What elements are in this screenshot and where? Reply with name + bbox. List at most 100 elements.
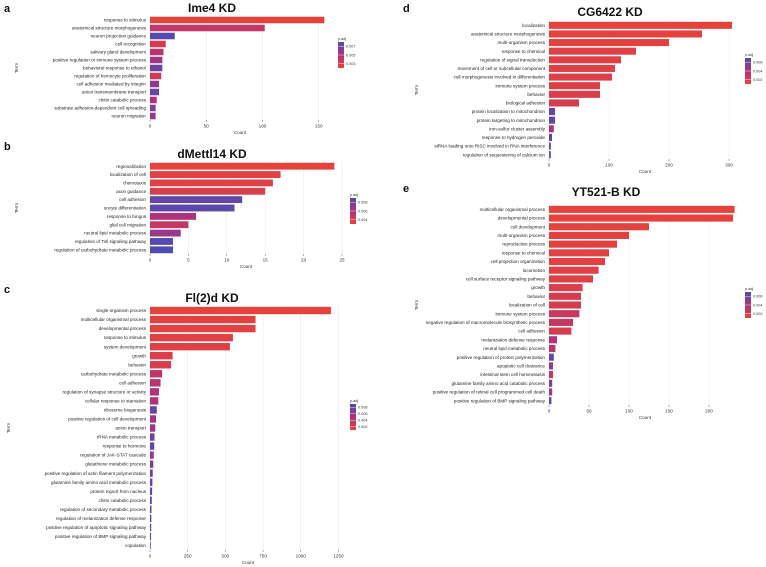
term-label: regulation of melanization defense respo… bbox=[56, 516, 147, 521]
bar bbox=[549, 116, 555, 124]
bar bbox=[549, 64, 615, 72]
legend-title: p.adj bbox=[338, 37, 346, 41]
bar bbox=[549, 292, 581, 300]
term-label: behavioral response to ethanol bbox=[83, 66, 146, 71]
panel-title: CG6422 KD bbox=[577, 5, 643, 19]
term-label: response to hydrogen peroxide bbox=[482, 135, 546, 140]
term-label: cell surface receptor signaling pathway bbox=[466, 277, 546, 282]
term-label: glutamine family amino acid catabolic pr… bbox=[452, 381, 546, 386]
term-label: chemotaxis bbox=[123, 181, 147, 186]
x-axis-title: Count bbox=[639, 415, 652, 420]
bar bbox=[549, 318, 573, 326]
legend-tick-label: 0.003 bbox=[346, 62, 356, 66]
bar bbox=[150, 433, 155, 441]
term-label: localization of cell bbox=[110, 172, 146, 177]
term-label: glutamine family amino acid metabolic pr… bbox=[51, 480, 147, 485]
term-label: neutral lipid metabolic process bbox=[84, 231, 146, 236]
bar bbox=[150, 24, 265, 32]
term-label: growth bbox=[132, 353, 146, 358]
term-label: protein export from nucleus bbox=[90, 489, 146, 494]
term-label: cell development bbox=[511, 224, 546, 229]
bar bbox=[150, 112, 156, 120]
y-axis-title: Term bbox=[414, 300, 419, 310]
bar bbox=[150, 171, 281, 178]
bar bbox=[549, 388, 553, 396]
term-label: positive regulation of protein polymeriz… bbox=[457, 355, 546, 360]
x-axis-title: Count bbox=[240, 264, 253, 269]
bar bbox=[150, 370, 163, 378]
term-label: chitin catabolic process bbox=[99, 98, 147, 103]
bar bbox=[150, 212, 197, 220]
bar bbox=[549, 344, 556, 353]
tick-label: 20 bbox=[301, 258, 307, 263]
y-axis-title: Term bbox=[14, 203, 19, 213]
x-axis-title: Count bbox=[639, 169, 652, 174]
term-label: regulation of Toll signaling pathway bbox=[75, 239, 147, 244]
term-label: negative regulation of macromolecule bio… bbox=[426, 320, 546, 325]
term-label: anatomical structure morphogenesis bbox=[471, 32, 546, 37]
term-label: developmental process bbox=[99, 326, 147, 331]
bar bbox=[150, 478, 153, 486]
term-label: regulation of JAK-STAT cascade bbox=[80, 453, 146, 458]
tick-label: 100 bbox=[605, 163, 613, 168]
legend-tick-label: 0.007 bbox=[346, 45, 356, 49]
panel-letter: e bbox=[403, 183, 409, 195]
bar bbox=[549, 56, 621, 64]
bar bbox=[150, 315, 256, 324]
term-label: immune system process bbox=[495, 311, 545, 316]
term-label: immune system process bbox=[495, 83, 545, 88]
term-label: response to fungus bbox=[107, 214, 147, 219]
bar bbox=[549, 90, 600, 98]
term-label: apoptotic cell clearance bbox=[497, 363, 545, 368]
tick-label: 0 bbox=[149, 554, 152, 559]
panel-letter: c bbox=[4, 284, 10, 296]
bar bbox=[150, 187, 266, 195]
legend-title: p.adj bbox=[350, 399, 358, 403]
term-label: glial cell migration bbox=[109, 222, 146, 227]
legend-title: p.adj bbox=[745, 287, 753, 291]
bar bbox=[150, 541, 151, 550]
bar bbox=[549, 327, 572, 335]
bar bbox=[150, 424, 156, 432]
bar bbox=[150, 88, 159, 96]
term-label: behavior bbox=[128, 362, 146, 367]
term-label: cell projection organization bbox=[491, 259, 546, 264]
bar bbox=[150, 406, 157, 414]
bar bbox=[150, 342, 230, 351]
panel-title: dMettl14 KD bbox=[177, 147, 247, 161]
tick-label: 100 bbox=[625, 409, 633, 414]
legend-tick-label: 0.002 bbox=[753, 78, 763, 82]
bar bbox=[150, 361, 172, 369]
legend-tick-label: 0.004 bbox=[753, 303, 763, 307]
term-label: anion transmembrane transport bbox=[82, 90, 147, 95]
term-label: positive regulation of retinal cell prog… bbox=[433, 390, 546, 395]
y-axis-title: Term bbox=[414, 85, 419, 95]
bar bbox=[549, 205, 735, 213]
bar bbox=[150, 56, 163, 64]
term-label: response to chemical bbox=[502, 250, 545, 255]
term-label: movement of cell or subcellular componen… bbox=[458, 66, 546, 71]
term-label: positive regulation or immune system pro… bbox=[53, 58, 147, 63]
bar bbox=[150, 204, 235, 212]
bar bbox=[549, 82, 600, 90]
panel-letter: b bbox=[4, 141, 11, 153]
bar bbox=[549, 353, 554, 361]
term-label: single-organism process bbox=[96, 308, 146, 313]
bar bbox=[150, 333, 233, 342]
colorbar bbox=[350, 404, 356, 430]
bar bbox=[549, 266, 599, 274]
term-label: regulation of sequestering of calcium io… bbox=[463, 152, 546, 157]
term-label: iron-sulfur cluster assembly bbox=[489, 126, 546, 131]
y-axis-title: Term bbox=[6, 423, 11, 433]
bar bbox=[150, 523, 152, 532]
bar bbox=[549, 249, 609, 257]
term-label: behavior bbox=[527, 92, 545, 97]
term-label: localization bbox=[522, 23, 545, 28]
bar bbox=[150, 532, 152, 541]
term-label: cell morphogenesis involved in different… bbox=[454, 75, 546, 80]
legend-tick-label: 0.004 bbox=[358, 218, 368, 222]
term-label: chitin catabolic process bbox=[99, 498, 147, 503]
bar bbox=[549, 301, 581, 309]
